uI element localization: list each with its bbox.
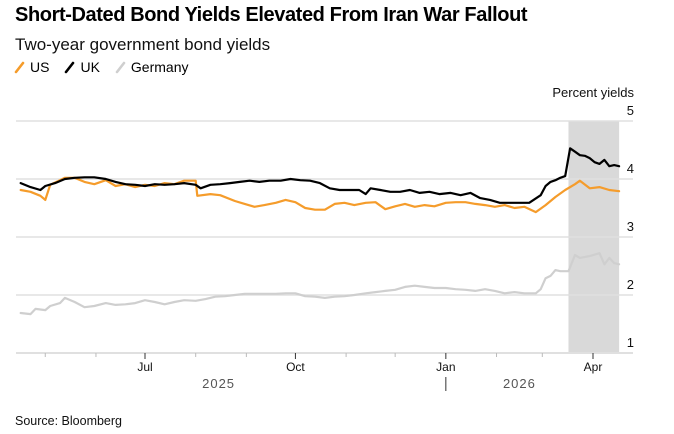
legend-label-us: US bbox=[30, 59, 50, 75]
legend-swatch-germany-icon bbox=[115, 61, 126, 74]
grid-layer bbox=[16, 120, 633, 354]
legend: US UK Germany bbox=[13, 59, 202, 75]
legend-swatch-us-icon bbox=[14, 61, 25, 74]
chart-title: Short-Dated Bond Yields Elevated From Ir… bbox=[15, 4, 528, 26]
chart-subtitle: Two-year government bond yields bbox=[15, 35, 271, 54]
y-tick-label: 4 bbox=[627, 161, 634, 176]
source-note: Source: Bloomberg bbox=[15, 414, 123, 428]
legend-item-germany: Germany bbox=[114, 59, 189, 75]
series-line-uk bbox=[19, 147, 621, 204]
legend-item-uk: UK bbox=[63, 59, 100, 75]
axis-layer: 1 2 3 4 5 Jul Oct Jan Apr 2025 2026 bbox=[44, 103, 634, 391]
x-year-label: 2025 bbox=[202, 376, 235, 391]
legend-label-germany: Germany bbox=[130, 59, 189, 75]
legend-swatch-uk-icon bbox=[65, 61, 75, 74]
y-tick-label: 1 bbox=[627, 335, 634, 350]
x-tick-label: Oct bbox=[286, 360, 305, 374]
series-line-germany bbox=[19, 252, 621, 316]
series-line-us bbox=[19, 176, 621, 214]
y-axis-label: Percent yields bbox=[552, 85, 634, 100]
x-year-label: 2026 bbox=[503, 376, 536, 391]
y-tick-label: 2 bbox=[627, 277, 634, 292]
y-tick-label: 3 bbox=[627, 219, 634, 234]
x-tick-label: Jan bbox=[436, 360, 455, 374]
legend-label-uk: UK bbox=[80, 59, 100, 75]
legend-item-us: US bbox=[13, 59, 49, 75]
x-tick-label: Jul bbox=[137, 360, 152, 374]
y-tick-label: 5 bbox=[627, 103, 634, 118]
x-tick-label: Apr bbox=[584, 360, 603, 374]
series-layer bbox=[19, 147, 621, 316]
